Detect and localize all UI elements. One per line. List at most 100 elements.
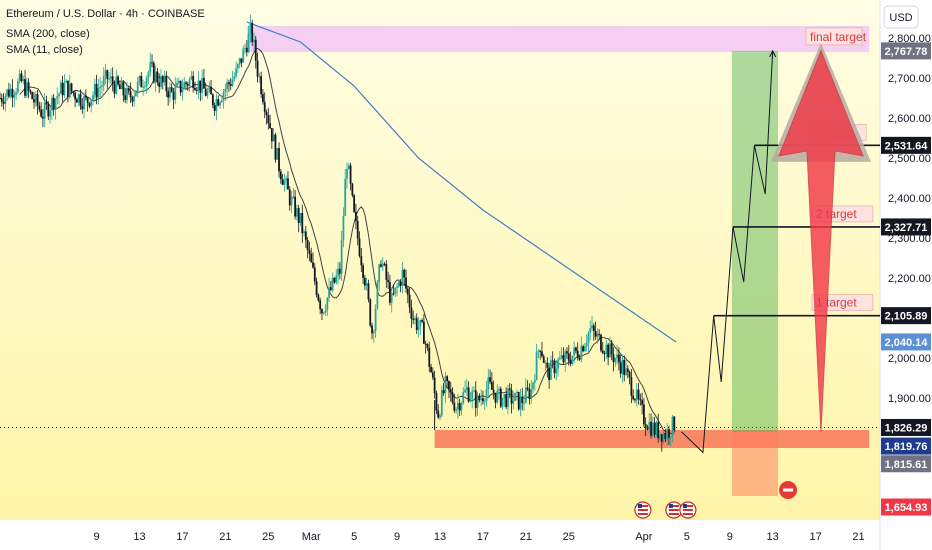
candle-body [580, 346, 583, 360]
candle-body [605, 344, 608, 354]
candle-body [52, 97, 55, 110]
x-axis: 9 13 17 21 25 Mar 5 9 13 17 21 25 Apr 5 9 13 17 21 [94, 531, 865, 543]
candle-body [265, 111, 268, 116]
candle-body [539, 350, 542, 352]
candle-body [31, 92, 34, 99]
candle-body [86, 97, 89, 103]
candle-body [238, 58, 241, 65]
candle-body [224, 88, 227, 93]
candle-body [507, 388, 509, 408]
candle-body [598, 333, 601, 335]
candle-body [503, 394, 506, 398]
candle-body [621, 360, 624, 374]
candle-body [163, 76, 166, 83]
candle-body [74, 92, 77, 100]
candle-body [213, 105, 216, 111]
candle-body [272, 134, 275, 142]
price-badge-label: 2,040.14 [885, 337, 929, 349]
candle-body [206, 91, 209, 96]
candle-body [600, 334, 602, 351]
candle-body [301, 213, 304, 234]
candle-body [635, 389, 638, 401]
us-flag-stripe [668, 505, 679, 507]
candle-body [417, 326, 420, 330]
us-flag-stripe [668, 513, 679, 515]
candle-body [394, 287, 397, 294]
candle-body [47, 104, 50, 117]
candle-body [274, 134, 277, 160]
candle-body [435, 393, 438, 411]
candle-body [43, 102, 46, 119]
candle-body [233, 76, 236, 80]
candle-body [433, 377, 436, 394]
price-badges: 2,767.78 2,531.64 2,327.71 2,105.89 2,040.14… [881, 42, 931, 516]
us-flag-canton [668, 504, 673, 508]
candle-body [20, 73, 23, 82]
candle-body [195, 89, 198, 91]
candle-body [242, 48, 245, 63]
candle-body [279, 171, 282, 179]
x-tick-label: 9 [394, 531, 400, 543]
candle-body [131, 97, 134, 102]
candle-body [662, 432, 665, 442]
candle-body [403, 269, 406, 278]
stop-icon-dash [783, 488, 794, 492]
candle-body [188, 79, 191, 86]
candle-body [632, 395, 635, 400]
candle-body [247, 33, 250, 53]
candle-body [619, 362, 622, 374]
candle-body [344, 178, 347, 217]
candle-body [310, 253, 313, 263]
profit-box [731, 50, 779, 432]
candle-body [625, 368, 627, 376]
candle-body [510, 389, 513, 404]
candle-body [646, 427, 649, 430]
candle-body [226, 82, 229, 89]
us-flag-stripe [637, 513, 648, 515]
candle-body [172, 91, 175, 100]
candle-body [170, 87, 173, 92]
candle-body [326, 297, 329, 311]
candle-body [517, 391, 520, 410]
final-target-label: final target [810, 30, 867, 44]
candle-body [235, 68, 237, 77]
candle-body [99, 86, 102, 89]
candles-layer [0, 14, 676, 452]
candle-body [453, 402, 456, 411]
candle-body [135, 92, 137, 96]
candle-body [456, 403, 459, 409]
candle-body [365, 283, 368, 286]
y-tick-label: 2,000.00 [888, 353, 931, 365]
candle-body [9, 88, 12, 97]
candle-body [576, 350, 579, 358]
candle-body [356, 221, 359, 239]
candle-body [258, 76, 261, 78]
x-tick-label: 25 [262, 531, 274, 543]
candle-body [660, 434, 663, 442]
candle-body [571, 355, 574, 364]
candle-body [77, 94, 80, 103]
candle-body [592, 325, 595, 332]
candle-body [458, 403, 461, 411]
resistance-zone [246, 26, 870, 52]
candle-body [90, 99, 93, 107]
candle-body [616, 354, 618, 359]
candle-body [628, 371, 631, 378]
candle-body [666, 429, 669, 440]
candle-body [15, 92, 17, 95]
candle-body [267, 115, 270, 124]
x-tick-label: 13 [133, 531, 145, 543]
currency-button[interactable]: USD [883, 5, 919, 29]
candle-body [335, 275, 338, 283]
candle-body [360, 256, 363, 266]
candle-body [381, 263, 384, 267]
candle-body [68, 83, 71, 98]
x-tick-label: Apr [635, 531, 652, 543]
candle-body [473, 390, 475, 392]
candle-body [197, 80, 200, 91]
candle-body [423, 321, 425, 344]
candle-body [462, 392, 465, 404]
candle-body [501, 397, 504, 407]
candle-body [262, 94, 264, 103]
